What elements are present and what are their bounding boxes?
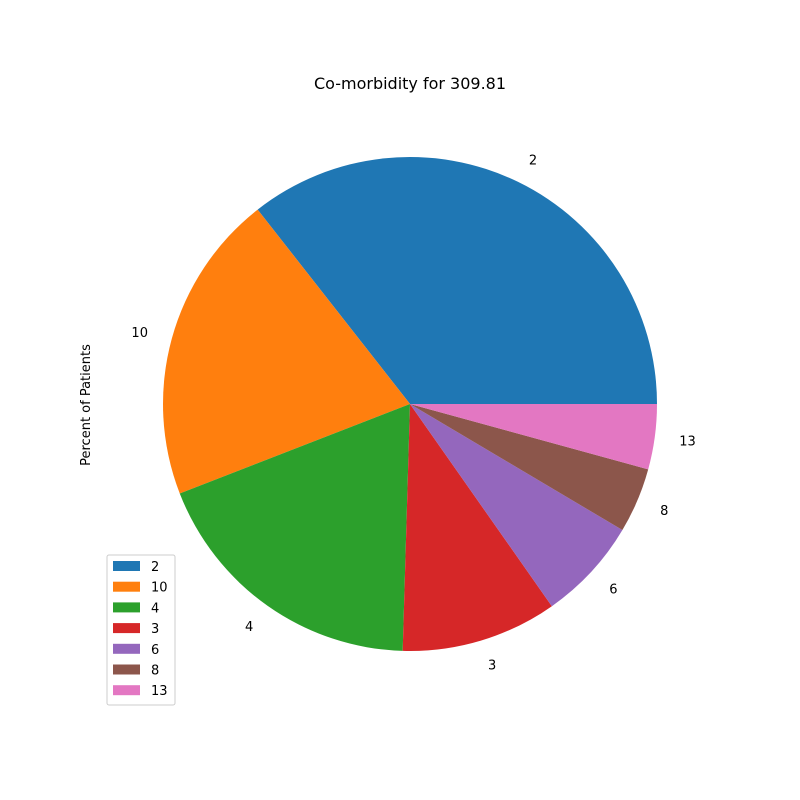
legend-swatch-6 [113,643,140,654]
legend-swatch-10 [113,581,140,592]
slice-label-6: 6 [609,583,617,598]
legend-label-3: 3 [151,622,159,637]
legend-label-6: 6 [151,643,159,658]
pie-slice-6 [410,404,623,607]
legend-label-13: 13 [151,684,168,699]
slice-label-3: 3 [488,658,496,673]
pie-slices [162,157,657,652]
legend-label-4: 4 [151,601,159,616]
y-axis-label: Percent of Patients [79,344,94,466]
legend-swatch-4 [113,602,140,613]
legend-items: 2 10 4 3 6 8 13 [113,560,168,699]
legend-label-8: 8 [151,664,159,679]
slice-labels: 2 10 4 3 6 8 13 [131,154,695,674]
legend-swatch-8 [113,664,140,675]
slice-label-4: 4 [245,620,253,635]
legend: 2 10 4 3 6 8 13 [106,554,176,706]
legend-label-10: 10 [151,581,168,596]
slice-label-8: 8 [660,504,668,519]
chart-title: Co-morbidity for 309.81 [314,74,506,93]
slice-label-2: 2 [529,154,537,169]
legend-swatch-13 [113,685,140,696]
legend-swatch-3 [113,623,140,634]
legend-label-2: 2 [151,560,159,575]
pie-slice-4 [179,404,410,651]
pie-slice-2 [257,157,657,404]
pie-slice-8 [410,404,649,531]
legend-swatch-2 [113,561,140,571]
pie-slice-3 [402,404,552,652]
pie-slice-13 [410,404,657,470]
slice-label-10: 10 [131,326,148,341]
slice-label-13: 13 [679,434,696,449]
pie-slice-10 [162,209,410,494]
